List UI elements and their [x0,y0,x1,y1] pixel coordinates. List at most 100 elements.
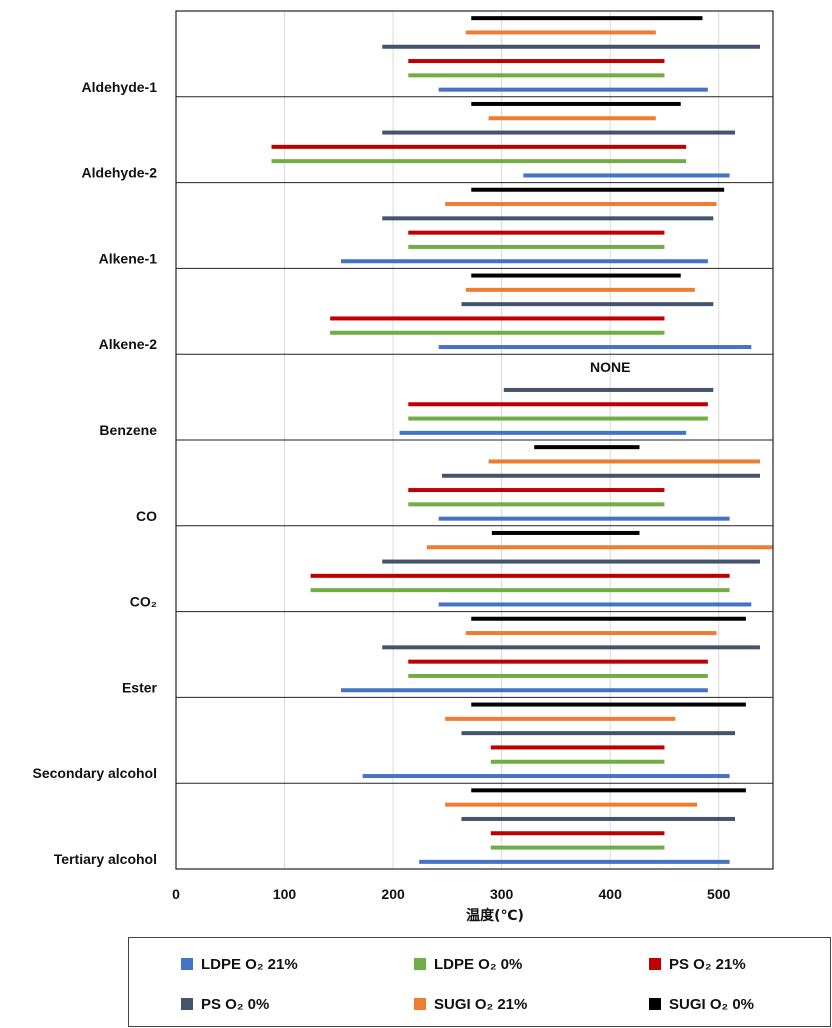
bar [471,187,725,192]
bar [310,588,730,593]
bar [461,302,714,307]
category-label: Alkene-1 [99,250,158,266]
category-label: Aldehyde-1 [82,79,158,95]
x-tick-label: 200 [381,886,405,902]
x-tick-label: 300 [490,886,514,902]
bar [471,16,703,21]
annotations: NONE [590,359,630,375]
bar [438,516,730,521]
bar [438,602,752,607]
bar [340,688,708,693]
legend-label: SUGI O₂ 0% [669,995,755,1013]
bars [271,16,773,864]
legend-item: PS O₂ 0% [181,994,269,1014]
legend: LDPE O₂ 21% LDPE O₂ 0% PS O₂ 21% PS O₂ 0% SU… [128,937,831,1027]
bar [438,87,708,92]
bar [471,788,746,793]
bar [399,430,687,435]
x-tick-label: 500 [707,886,731,902]
x-tick-label: 100 [273,886,297,902]
bar [490,759,665,764]
legend-label: PS O₂ 21% [669,955,746,973]
bar [419,859,730,864]
bar [491,530,640,535]
category-separators [176,96,773,784]
legend-swatch [414,998,426,1010]
bar [310,573,730,578]
bar [461,816,736,821]
bar [503,387,714,392]
plot-area-border [175,10,774,870]
bar [330,330,665,335]
legend-item: LDPE O₂ 21% [181,954,298,974]
bar [461,731,736,736]
category-label: Benzene [99,422,157,438]
x-axis-title: 温度(℃) [466,907,524,924]
bar [465,287,695,292]
category-label: Tertiary alcohol [54,851,157,867]
x-tick-labels: 0 100 200 300 400 500 [172,886,731,902]
legend-label: LDPE O₂ 21% [201,955,298,973]
chart: Aldehyde-1 Aldehyde-2 Alkene-1 Alkene-2 Benz… [33,10,774,924]
bar [490,831,665,836]
legend-label: SUGI O₂ 21% [434,995,528,1013]
bar [534,445,640,450]
category-label: Secondary alcohol [33,765,157,781]
bar [330,316,665,321]
bar [408,230,665,235]
bar [488,116,656,121]
legend-swatch [414,958,426,970]
category-label: Ester [122,679,158,695]
legend-item: SUGI O₂ 0% [649,994,754,1014]
x-tick-label: 0 [172,886,180,902]
bar [382,559,760,564]
bar [445,202,717,207]
legend-item: PS O₂ 21% [649,954,746,974]
category-label: Aldehyde-2 [82,165,158,181]
bar [340,259,708,264]
bar [271,144,687,149]
legend-item: LDPE O₂ 0% [414,954,522,974]
bar [382,44,760,49]
bar [471,273,681,278]
bar [445,716,676,721]
bar [465,30,656,35]
bar [471,702,746,707]
bar [408,73,665,78]
category-label: Alkene-2 [99,336,158,352]
x-tick-label: 400 [599,886,623,902]
bar [271,159,687,164]
bar [382,216,714,221]
legend-swatch [649,958,661,970]
bar [471,616,746,621]
bar [438,345,752,350]
bar [488,459,760,464]
bar [523,173,730,178]
bar [408,488,665,493]
bar [408,416,708,421]
bar [408,502,665,507]
bar [408,402,708,407]
category-labels: Aldehyde-1 Aldehyde-2 Alkene-1 Alkene-2 Benz… [33,79,158,867]
bar [408,59,665,64]
bar [465,631,717,636]
legend-swatch [649,998,661,1010]
bar [441,473,760,478]
bar [382,130,736,135]
bar [382,645,760,650]
bar [408,659,708,664]
legend-swatch [181,958,193,970]
category-label: CO₂ [130,594,157,610]
bar [408,244,665,249]
bar [362,774,730,779]
legend-item: SUGI O₂ 21% [414,994,527,1014]
bar [445,802,698,807]
bar [471,101,681,106]
category-label: CO [136,508,157,524]
legend-label: PS O₂ 0% [201,995,270,1013]
bar [490,745,665,750]
annotation-label: NONE [590,359,630,375]
bar [408,673,708,678]
bar [490,845,665,850]
bar [426,545,773,550]
